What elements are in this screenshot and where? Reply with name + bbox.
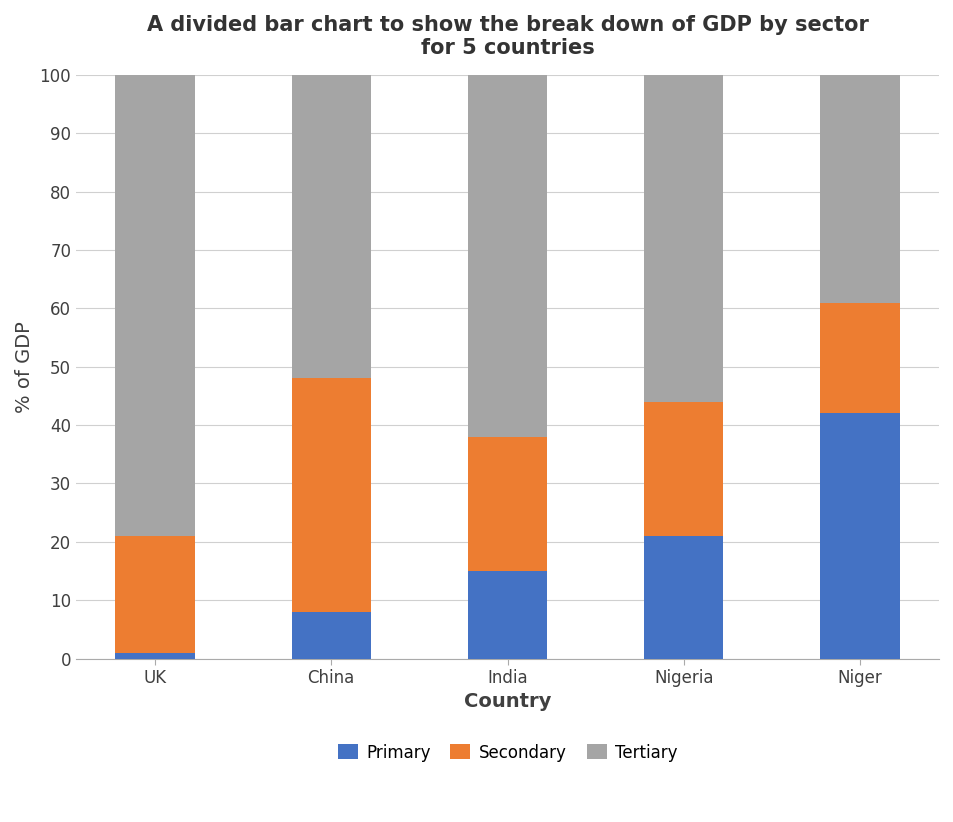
Bar [467,436,547,571]
Bar [292,378,371,612]
Bar [467,75,547,436]
Bar [467,571,547,658]
Bar [292,75,371,378]
Legend: Primary, Secondary, Tertiary: Primary, Secondary, Tertiary [331,737,683,769]
Bar [643,402,722,536]
Bar [643,75,722,402]
Y-axis label: % of GDP: % of GDP [15,321,34,413]
Bar [643,536,722,658]
Bar [115,653,194,658]
Bar [115,75,194,536]
Bar [820,302,899,413]
Bar [820,75,899,302]
X-axis label: Country: Country [463,692,551,712]
Title: A divided bar chart to show the break down of GDP by sector
for 5 countries: A divided bar chart to show the break do… [147,15,867,58]
Bar [292,612,371,658]
Bar [115,536,194,653]
Bar [820,413,899,658]
